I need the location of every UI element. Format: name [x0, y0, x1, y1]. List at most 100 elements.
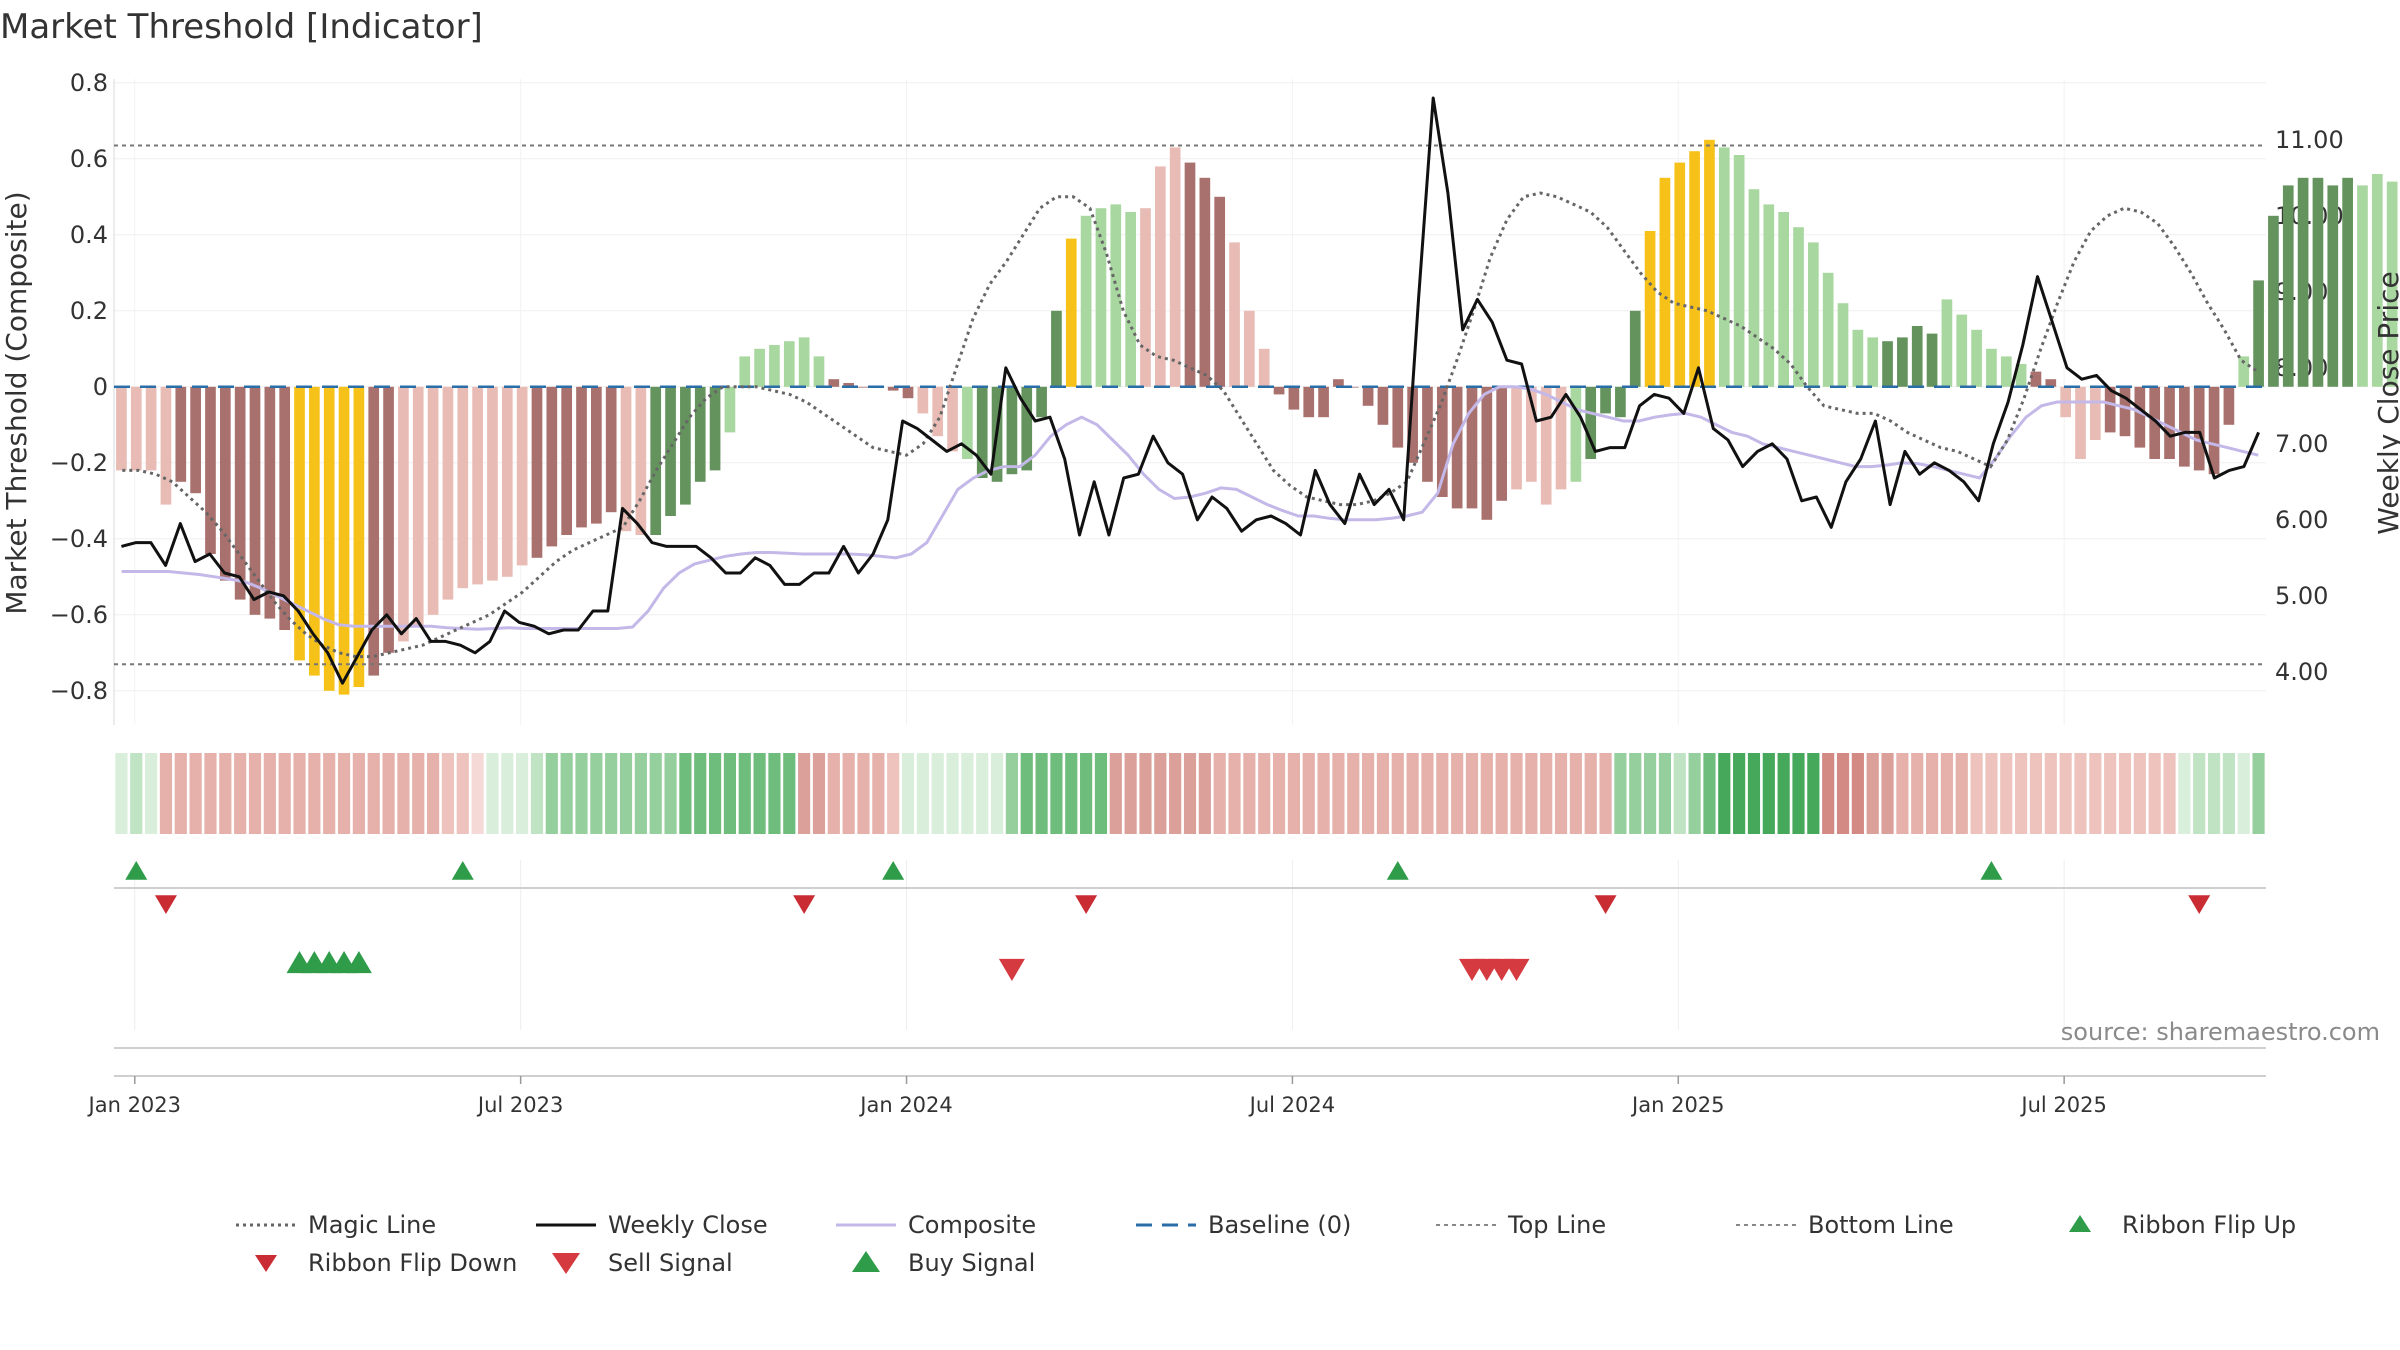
legend-label: Buy Signal — [908, 1249, 1035, 1277]
composite-bar — [858, 386, 869, 388]
composite-bar — [1852, 329, 1864, 387]
ribbon-flip-down-marker — [1075, 895, 1098, 914]
ribbon-cell — [1569, 753, 1582, 834]
ribbon-cell — [189, 753, 202, 834]
composite-bar — [1244, 310, 1255, 387]
magic-line — [122, 191, 2259, 659]
legend-swatch-flip-down — [255, 1255, 277, 1272]
ribbon-cell — [1272, 753, 1286, 834]
ribbon-cell — [441, 753, 455, 834]
composite-bar — [1793, 227, 1804, 387]
y-left-tick-label: −0.6 — [50, 601, 108, 629]
legend-label: Magic Line — [308, 1211, 436, 1239]
y-left-tick-label: 0 — [93, 373, 108, 401]
ribbon-cell — [887, 753, 900, 834]
composite-bar — [620, 386, 632, 532]
ribbon-cell — [2178, 753, 2191, 834]
composite-bar — [1125, 212, 1136, 387]
ribbon-cell — [1718, 753, 1731, 834]
x-tick-label: Jan 2023 — [87, 1093, 182, 1117]
ribbon-cell — [1658, 753, 1672, 834]
ribbon-cell — [1124, 753, 1137, 834]
ribbon-cell — [1436, 753, 1449, 834]
ribbon-cell — [501, 753, 514, 834]
ribbon-cell — [634, 753, 647, 834]
composite-bar — [1822, 272, 1834, 387]
composite-bar — [754, 348, 765, 387]
composite-bar — [1006, 386, 1018, 475]
ribbon-cell — [1198, 753, 1211, 834]
ribbon-cell — [308, 753, 321, 834]
composite-bar — [1199, 177, 1211, 387]
y-left-tick-label: −0.4 — [50, 525, 108, 553]
composite-bar — [2208, 386, 2220, 475]
composite-bar — [783, 341, 795, 387]
ribbon-cell — [590, 753, 603, 834]
composite-bar — [412, 386, 424, 627]
ribbon-cell — [145, 753, 158, 834]
composite-bar — [487, 386, 498, 581]
composite-bar — [2045, 379, 2057, 387]
ribbon-cell — [530, 753, 544, 834]
composite-bar — [1600, 386, 1611, 414]
main-panel: 0.80.60.40.20−0.2−0.4−0.6−0.811.0010.009… — [50, 69, 2398, 725]
composite-bar — [1807, 242, 1819, 387]
composite-bar — [1926, 333, 1938, 387]
ribbon-cell — [1985, 753, 1998, 834]
ribbon-flip-down-marker — [1594, 895, 1617, 914]
legend: Magic Line Weekly Close Composite Baseline … — [236, 1211, 2296, 1277]
composite-bar — [1733, 155, 1745, 387]
composite-bar — [605, 386, 617, 513]
composite-bar — [2149, 386, 2161, 459]
composite-bar — [546, 386, 558, 547]
ribbon-cell — [738, 753, 751, 834]
ribbon-cell — [427, 753, 440, 834]
ribbon-cell — [560, 753, 573, 834]
ribbon-cell — [798, 753, 811, 834]
legend-label: Ribbon Flip Down — [308, 1249, 517, 1277]
composite-bar — [2342, 177, 2353, 387]
ribbon-cell — [486, 753, 499, 834]
ribbon-cell — [352, 753, 365, 834]
composite-bar — [249, 386, 261, 615]
composite-bar — [1184, 162, 1196, 387]
ribbon-cell — [204, 753, 217, 834]
ribbon-cell — [2044, 753, 2057, 834]
ribbon-panel — [115, 753, 2265, 834]
ribbon-cell — [1465, 753, 1479, 834]
composite-bar — [798, 337, 810, 387]
ribbon-cell — [1510, 753, 1523, 834]
ribbon-cell — [768, 753, 781, 834]
signal-panel — [114, 860, 2266, 1049]
ribbon-flip-up-marker — [125, 861, 148, 880]
composite-line — [121, 385, 2259, 631]
ribbon-cell — [1688, 753, 1701, 834]
composite-bar — [516, 386, 528, 566]
ribbon-cell — [753, 753, 766, 834]
ribbon-cell — [694, 753, 707, 834]
ribbon-cell — [219, 753, 232, 834]
ribbon-cell — [278, 753, 291, 834]
ribbon-cell — [234, 753, 247, 834]
composite-bar — [264, 386, 276, 619]
composite-bar — [650, 386, 662, 535]
legend-label: Ribbon Flip Up — [2122, 1211, 2296, 1239]
composite-bar — [1451, 386, 1463, 509]
ribbon-cell — [1406, 753, 1419, 834]
composite-bar — [279, 386, 291, 630]
y-axis-right-label: Weekly Close Price — [2372, 271, 2400, 534]
composite-bar — [665, 386, 676, 516]
ribbon-cell — [1035, 753, 1048, 834]
composite-bar — [1911, 326, 1923, 387]
composite-bar — [2297, 177, 2309, 387]
composite-bar — [2134, 386, 2146, 448]
x-tick-label: Jan 2024 — [858, 1093, 953, 1117]
composite-bar — [1080, 215, 1092, 387]
ribbon-cell — [1050, 753, 1063, 834]
composite-bar — [1837, 303, 1849, 387]
composite-bar — [1095, 208, 1107, 387]
ribbon-cell — [1109, 753, 1122, 834]
composite-bar — [1644, 231, 1656, 387]
y-right-tick-label: 6.00 — [2275, 506, 2328, 534]
composite-bar — [1615, 386, 1626, 418]
